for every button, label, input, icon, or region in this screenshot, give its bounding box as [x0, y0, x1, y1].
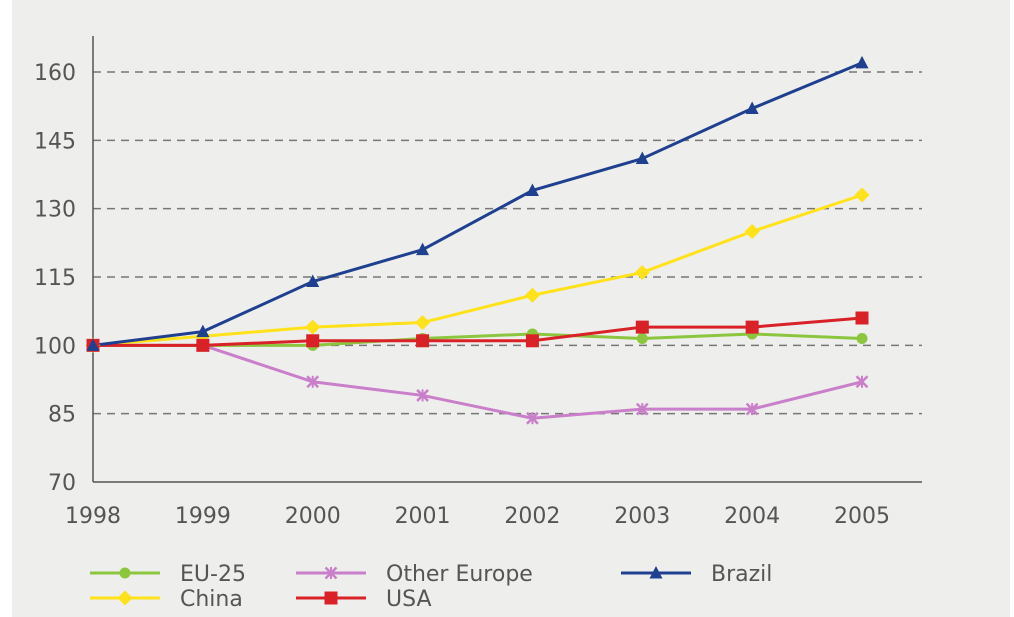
point-other-europe	[635, 402, 649, 416]
point-china	[634, 264, 650, 280]
y-tick-label: 70	[48, 471, 76, 496]
point-brazil	[855, 55, 869, 69]
point-usa	[635, 320, 649, 334]
grid-lines	[93, 71, 922, 415]
y-tick-labels: 70 85 100 115 130 145 160	[34, 61, 76, 496]
point-other-europe	[855, 375, 869, 389]
legend-marker	[324, 566, 338, 580]
x-tick-label: 2000	[285, 504, 341, 529]
legend-marker	[649, 566, 663, 579]
point-other-europe	[306, 375, 320, 389]
series-markers	[85, 55, 870, 425]
point-usa	[855, 311, 869, 325]
legend-label: EU-25	[180, 562, 246, 587]
series-line-usa	[93, 316, 863, 347]
legend-label: China	[180, 587, 243, 612]
point-brazil	[416, 242, 430, 256]
point-eu-25	[636, 333, 648, 344]
legend-item-brazil: Brazil	[621, 562, 772, 587]
series-lines	[92, 61, 863, 420]
point-other-europe	[745, 402, 759, 416]
point-usa	[525, 334, 539, 348]
point-usa	[196, 338, 210, 352]
x-tick-label: 2005	[834, 504, 890, 529]
legend-item-china: China	[90, 587, 243, 612]
y-tick-label: 145	[34, 129, 76, 154]
x-tick-label: 1999	[175, 504, 231, 529]
legend-marker	[119, 567, 131, 579]
y-tick-label: 115	[34, 266, 76, 291]
legend: EU-25 Other Europe Brazil China USA	[90, 562, 772, 612]
legend-label: Brazil	[711, 562, 772, 587]
point-usa	[745, 320, 759, 334]
point-brazil	[635, 151, 649, 165]
x-tick-label: 2002	[504, 504, 560, 529]
point-brazil	[525, 183, 539, 196]
x-tick-label: 2003	[614, 504, 670, 529]
point-usa	[306, 334, 320, 348]
series-line-brazil	[92, 61, 863, 347]
point-brazil	[306, 274, 320, 288]
point-other-europe	[416, 389, 429, 402]
point-usa	[416, 334, 430, 348]
chart-panel	[12, 0, 1010, 617]
x-tick-label: 1998	[65, 504, 121, 529]
legend-label: USA	[386, 587, 432, 612]
y-tick-label: 100	[34, 334, 76, 359]
legend-marker	[324, 591, 338, 605]
point-china	[744, 223, 760, 239]
point-eu-25	[856, 333, 868, 344]
point-china	[305, 319, 321, 335]
legend-item-eu-25: EU-25	[90, 562, 246, 587]
point-brazil	[86, 338, 100, 351]
legend-item-other-europe: Other Europe	[296, 562, 533, 587]
x-tick-label: 2001	[395, 504, 451, 529]
series-line-other-europe	[93, 343, 863, 420]
point-china	[854, 187, 870, 203]
y-tick-label: 160	[34, 61, 76, 86]
legend-marker	[117, 590, 133, 606]
series-line-china	[92, 193, 863, 347]
point-other-europe	[526, 411, 539, 425]
point-china	[524, 287, 540, 303]
legend-label: Other Europe	[386, 562, 533, 587]
legend-item-usa: USA	[296, 587, 432, 612]
point-brazil	[196, 324, 210, 338]
y-tick-label: 85	[48, 403, 76, 428]
axes	[92, 36, 922, 483]
x-tick-labels: 1998 1999 2000 2001 2002 2003 2004 2005	[65, 504, 890, 529]
x-tick-label: 2004	[724, 504, 780, 529]
point-brazil	[745, 101, 759, 114]
y-tick-label: 130	[34, 198, 76, 223]
point-china	[415, 315, 431, 331]
